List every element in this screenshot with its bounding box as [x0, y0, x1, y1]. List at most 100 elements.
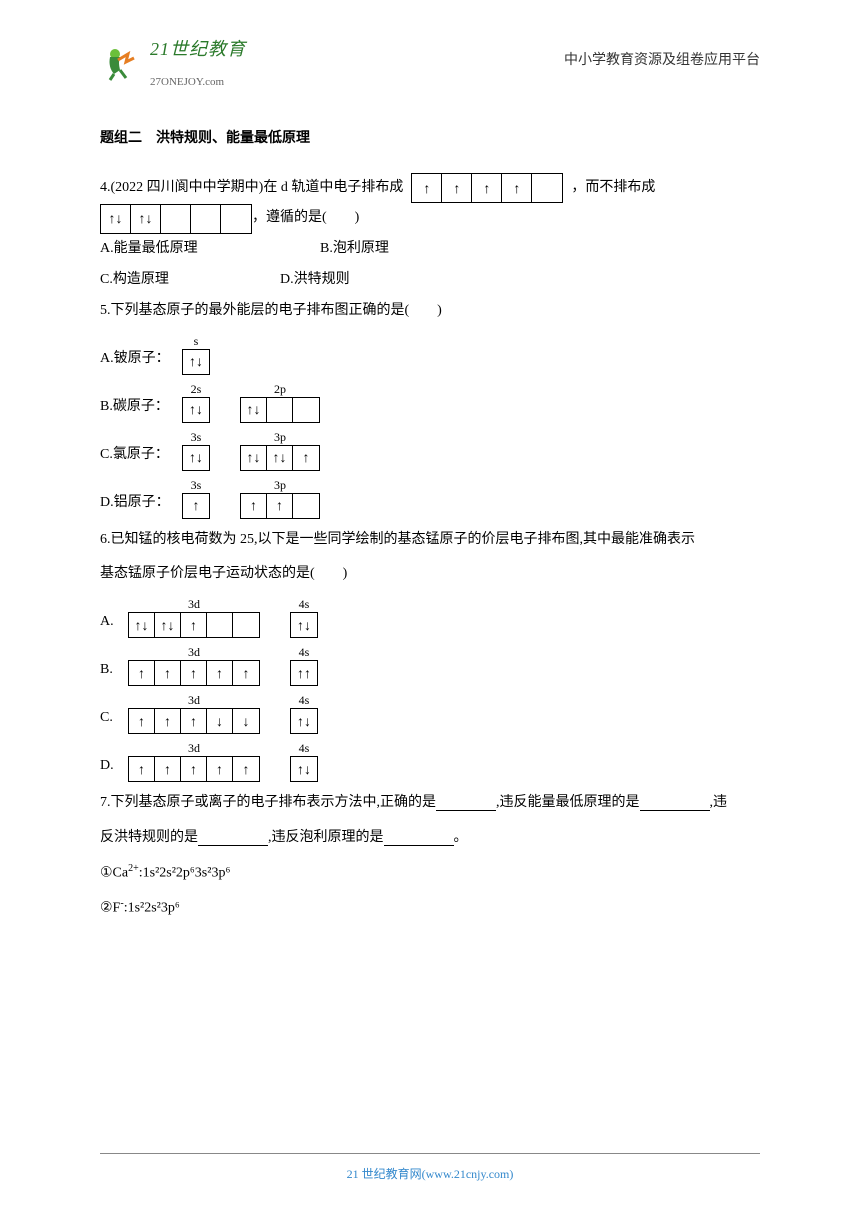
- orbital-boxes: ↑↑: [290, 660, 318, 686]
- q7-p1b: ,违反能量最低原理的是: [496, 795, 640, 810]
- q5-opt-d: D.铝原子： 3s ↑ 3p ↑↑: [100, 477, 760, 519]
- q5b-group1: 2s ↑↓: [182, 381, 210, 423]
- q5a-prefix: A.铍原子：: [100, 344, 182, 375]
- q7-i2-pre: ②F: [100, 901, 120, 916]
- q4-mid: ，而不排布成: [571, 173, 655, 204]
- orbital-box: ↑: [155, 661, 181, 685]
- orbital-box: ↑: [502, 174, 532, 202]
- q6b-group1: 3d ↑↑↑↑↑: [128, 644, 260, 686]
- orbital-box: ↑↓: [291, 757, 317, 781]
- orbital-box: [267, 398, 293, 422]
- orbital-box: [233, 613, 259, 637]
- orbital-box: ↑: [472, 174, 502, 202]
- orbital-box: ↑: [183, 494, 209, 518]
- q4-opt-c: C.构造原理: [100, 265, 280, 296]
- q6-opt-a: A. 3d ↑↓↑↓↑ 4s ↑↓: [100, 596, 760, 638]
- orbital-box: [221, 205, 251, 233]
- orbital-box: ↑↓: [183, 446, 209, 470]
- q7-i1-cfg: :1s²2s²2p⁶3s²3p⁶: [139, 865, 231, 880]
- orbital-boxes: ↑: [182, 493, 210, 519]
- orbital-box: ↑↓: [291, 709, 317, 733]
- orbital-boxes: ↑↑↑↑: [411, 173, 563, 203]
- orbital-box: ↑: [207, 661, 233, 685]
- page-header: 21世纪教育 27ONEJOY.com 中小学教育资源及组卷应用平台: [0, 0, 860, 104]
- section-title: 题组二 洪特规则、能量最低原理: [100, 124, 760, 155]
- q5d-group1: 3s ↑: [182, 477, 210, 519]
- orbital-box: [293, 398, 319, 422]
- orbital-box: ↑: [181, 613, 207, 637]
- orbital-box: ↑: [442, 174, 472, 202]
- orbital-box: ↑: [181, 709, 207, 733]
- q6c-prefix: C.: [100, 703, 128, 734]
- q5-stem: 5.下列基态原子的最外能层的电子排布图正确的是( ): [100, 296, 760, 327]
- orbital-box: [532, 174, 562, 202]
- logo-url: 27ONEJOY.com: [150, 70, 246, 94]
- q5-opt-c: C.氯原子： 3s ↑↓ 3p ↑↓↑↓↑: [100, 429, 760, 471]
- orbital-boxes: ↑↑: [240, 493, 320, 519]
- orbital-box: [293, 494, 319, 518]
- q7-p2b: ,违反泡利原理的是: [268, 830, 384, 845]
- q6d-group1: 3d ↑↑↑↑↑: [128, 740, 260, 782]
- content-area: 题组二 洪特规则、能量最低原理 4.(2022 四川阆中中学期中)在 d 轨道中…: [0, 104, 860, 925]
- orbital-box: ↑↓: [241, 398, 267, 422]
- q7-line2: 反洪特规则的是,违反泡利原理的是。: [100, 823, 760, 854]
- fill-blank[interactable]: [640, 795, 710, 811]
- orbital-box: ↑↓: [291, 613, 317, 637]
- q6-opt-b: B. 3d ↑↑↑↑↑ 4s ↑↑: [100, 644, 760, 686]
- q5c-group1: 3s ↑↓: [182, 429, 210, 471]
- fill-blank[interactable]: [198, 830, 268, 846]
- q6-opt-d: D. 3d ↑↑↑↑↑ 4s ↑↓: [100, 740, 760, 782]
- q5d-group2: 3p ↑↑: [240, 477, 320, 519]
- q5a-group1: s ↑↓: [182, 333, 210, 375]
- q4-line1: 4.(2022 四川阆中中学期中)在 d 轨道中电子排布成 ↑↑↑↑ ，而不排布…: [100, 173, 760, 204]
- q6c-group2: 4s ↑↓: [290, 692, 318, 734]
- logo-icon: [100, 42, 150, 82]
- orbital-box: ↑↓: [267, 446, 293, 470]
- page-footer: 21 世纪教育网(www.21cnjy.com): [0, 1153, 860, 1191]
- q6b-prefix: B.: [100, 655, 128, 686]
- orbital-boxes: ↑↓↑↓↑: [128, 612, 260, 638]
- orbital-box: [191, 205, 221, 233]
- q5c-prefix: C.氯原子：: [100, 440, 182, 471]
- fill-blank[interactable]: [384, 830, 454, 846]
- orbital-box: ↑: [293, 446, 319, 470]
- q4-options-row2: C.构造原理 D.洪特规则: [100, 265, 760, 296]
- q5c-group2: 3p ↑↓↑↓↑: [240, 429, 320, 471]
- q6d-group2: 4s ↑↓: [290, 740, 318, 782]
- q4-prefix: 4.(2022 四川阆中中学期中)在 d 轨道中电子排布成: [100, 173, 403, 204]
- q4-options-row1: A.能量最低原理 B.泡利原理: [100, 234, 760, 265]
- orbital-box: [207, 613, 233, 637]
- footer-text: 21 世纪教育网(www.21cnjy.com): [347, 1167, 514, 1181]
- orbital-boxes: ↑↑↑↓↓: [128, 708, 260, 734]
- orbital-box: ↓: [207, 709, 233, 733]
- q4-opt-d: D.洪特规则: [280, 265, 350, 296]
- orbital-box: ↑: [233, 661, 259, 685]
- q4-line2: ↑↓↑↓ ，遵循的是( ): [100, 203, 760, 234]
- orbital-box: ↑↓: [183, 350, 209, 374]
- orbital-box: ↑↓: [131, 205, 161, 233]
- orbital-boxes: ↑↓↑↓: [100, 204, 252, 234]
- orbital-box: ↓: [233, 709, 259, 733]
- orbital-boxes: ↑↓: [290, 708, 318, 734]
- q6-stem1: 6.已知锰的核电荷数为 25,以下是一些同学绘制的基态锰原子的价层电子排布图,其…: [100, 525, 760, 556]
- orbital-boxes: ↑↑↑↑↑: [128, 756, 260, 782]
- orbital-box: ↑: [129, 757, 155, 781]
- orbital-box: ↑: [267, 494, 293, 518]
- orbital-boxes: ↑↑↑↑↑: [128, 660, 260, 686]
- orbital-box: ↑: [155, 709, 181, 733]
- orbital-boxes: ↑↓: [182, 445, 210, 471]
- orbital-box: ↑↓: [183, 398, 209, 422]
- q7-p2a: 反洪特规则的是: [100, 830, 198, 845]
- orbital-label: 2p: [274, 381, 286, 397]
- q7-line1: 7.下列基态原子或离子的电子排布表示方法中,正确的是,违反能量最低原理的是,违: [100, 788, 760, 819]
- q6-stem2: 基态锰原子价层电子运动状态的是( ): [100, 559, 760, 590]
- orbital-box: ↑: [233, 757, 259, 781]
- q4-opt-b: B.泡利原理: [320, 234, 389, 265]
- q7-item1: ①Ca2+:1s²2s²2p⁶3s²3p⁶: [100, 858, 760, 889]
- q6a-prefix: A.: [100, 607, 128, 638]
- orbital-box: ↑: [412, 174, 442, 202]
- orbital-boxes: ↑↓: [182, 349, 210, 375]
- fill-blank[interactable]: [436, 795, 496, 811]
- orbital-box: ↑↓: [241, 446, 267, 470]
- orbital-boxes: ↑↓: [290, 612, 318, 638]
